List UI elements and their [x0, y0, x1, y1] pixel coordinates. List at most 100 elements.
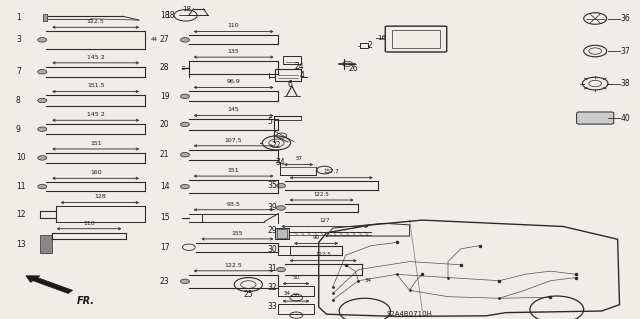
Circle shape: [180, 184, 189, 189]
Text: 122.5: 122.5: [316, 252, 331, 257]
Text: 122.5: 122.5: [87, 19, 104, 24]
Text: 135: 135: [228, 49, 239, 54]
Text: 21: 21: [160, 150, 170, 159]
Text: 151.5: 151.5: [87, 83, 104, 88]
Text: 38: 38: [621, 79, 630, 88]
Text: 34: 34: [275, 158, 285, 167]
Text: 44: 44: [150, 37, 157, 42]
Text: 11: 11: [16, 182, 26, 191]
Text: 1: 1: [16, 13, 20, 22]
Text: 24: 24: [294, 63, 304, 71]
Text: 37: 37: [621, 47, 630, 56]
Text: 15: 15: [160, 213, 170, 222]
Text: 151: 151: [90, 141, 102, 146]
Circle shape: [38, 184, 47, 189]
Text: 29: 29: [268, 226, 277, 235]
Text: 9: 9: [16, 125, 21, 134]
Circle shape: [38, 38, 47, 42]
Text: 122.5: 122.5: [225, 263, 243, 268]
Text: 157.7: 157.7: [323, 169, 339, 174]
Text: 96.9: 96.9: [227, 79, 241, 84]
Text: 18: 18: [165, 11, 175, 20]
Bar: [392, 30, 440, 48]
Text: 7: 7: [16, 67, 21, 76]
Text: 160: 160: [90, 170, 102, 175]
Text: 25: 25: [243, 290, 253, 299]
Text: 127: 127: [319, 218, 330, 223]
Text: 50: 50: [292, 275, 300, 280]
Text: 128: 128: [94, 194, 106, 199]
Text: 40: 40: [621, 114, 630, 122]
Bar: [278, 304, 314, 314]
Text: 2: 2: [368, 41, 372, 50]
Text: 13: 13: [16, 240, 26, 249]
Text: 30: 30: [268, 245, 277, 254]
Text: 12: 12: [16, 210, 26, 219]
Text: 26: 26: [349, 64, 358, 73]
Bar: [43, 14, 47, 21]
Text: 19: 19: [160, 92, 170, 101]
Text: 22: 22: [272, 141, 282, 150]
Text: 145 2: 145 2: [87, 112, 104, 117]
Bar: [278, 286, 314, 296]
Bar: [275, 228, 289, 239]
Text: 18: 18: [182, 6, 191, 12]
Bar: [360, 43, 368, 48]
Text: 5: 5: [267, 117, 272, 126]
Text: 10: 10: [16, 153, 26, 162]
Text: 33: 33: [268, 302, 277, 311]
Text: FR.: FR.: [77, 296, 95, 306]
Circle shape: [180, 152, 189, 157]
Text: 14: 14: [160, 182, 170, 191]
Text: 145: 145: [228, 107, 239, 112]
Circle shape: [38, 127, 47, 131]
Circle shape: [276, 206, 285, 210]
Bar: [275, 69, 301, 81]
Text: 4: 4: [300, 71, 305, 80]
Text: 17: 17: [160, 243, 170, 252]
FancyArrow shape: [26, 276, 73, 293]
Circle shape: [38, 156, 47, 160]
Circle shape: [38, 98, 47, 103]
Circle shape: [342, 61, 353, 66]
Circle shape: [276, 267, 285, 272]
Text: 35: 35: [268, 181, 277, 189]
Bar: [278, 246, 290, 255]
Text: 57: 57: [295, 156, 302, 161]
Bar: [277, 229, 287, 238]
Circle shape: [180, 122, 189, 127]
Text: 90: 90: [313, 235, 319, 240]
Text: 151: 151: [228, 168, 239, 173]
Text: 31: 31: [268, 264, 277, 273]
Text: 93.5: 93.5: [227, 202, 241, 207]
Text: S2A4B0710H: S2A4B0710H: [387, 311, 433, 317]
Text: 28: 28: [160, 63, 170, 72]
Text: 39: 39: [268, 203, 277, 212]
Text: 3: 3: [16, 35, 21, 44]
Text: 110: 110: [83, 220, 95, 226]
Circle shape: [180, 94, 189, 99]
FancyBboxPatch shape: [577, 112, 614, 124]
Text: 34: 34: [284, 291, 291, 296]
Circle shape: [38, 70, 47, 74]
Bar: [283, 56, 301, 64]
Text: 122.5: 122.5: [314, 192, 330, 197]
Text: 8: 8: [16, 96, 20, 105]
Text: 23: 23: [160, 277, 170, 286]
Text: 107.5: 107.5: [225, 137, 243, 143]
Circle shape: [180, 279, 189, 284]
Text: 16: 16: [378, 35, 387, 41]
Text: 50: 50: [292, 293, 300, 298]
Text: 34: 34: [365, 278, 372, 283]
Text: 18: 18: [160, 11, 170, 20]
Circle shape: [180, 38, 189, 42]
Text: 6: 6: [288, 80, 293, 89]
Text: 27: 27: [160, 35, 170, 44]
Text: 110: 110: [228, 23, 239, 28]
Text: 36: 36: [621, 14, 630, 23]
Text: 155: 155: [232, 231, 243, 236]
Text: 32: 32: [268, 283, 277, 292]
Text: 145 2: 145 2: [87, 55, 104, 60]
Text: 20: 20: [160, 120, 170, 129]
Bar: [40, 235, 52, 253]
